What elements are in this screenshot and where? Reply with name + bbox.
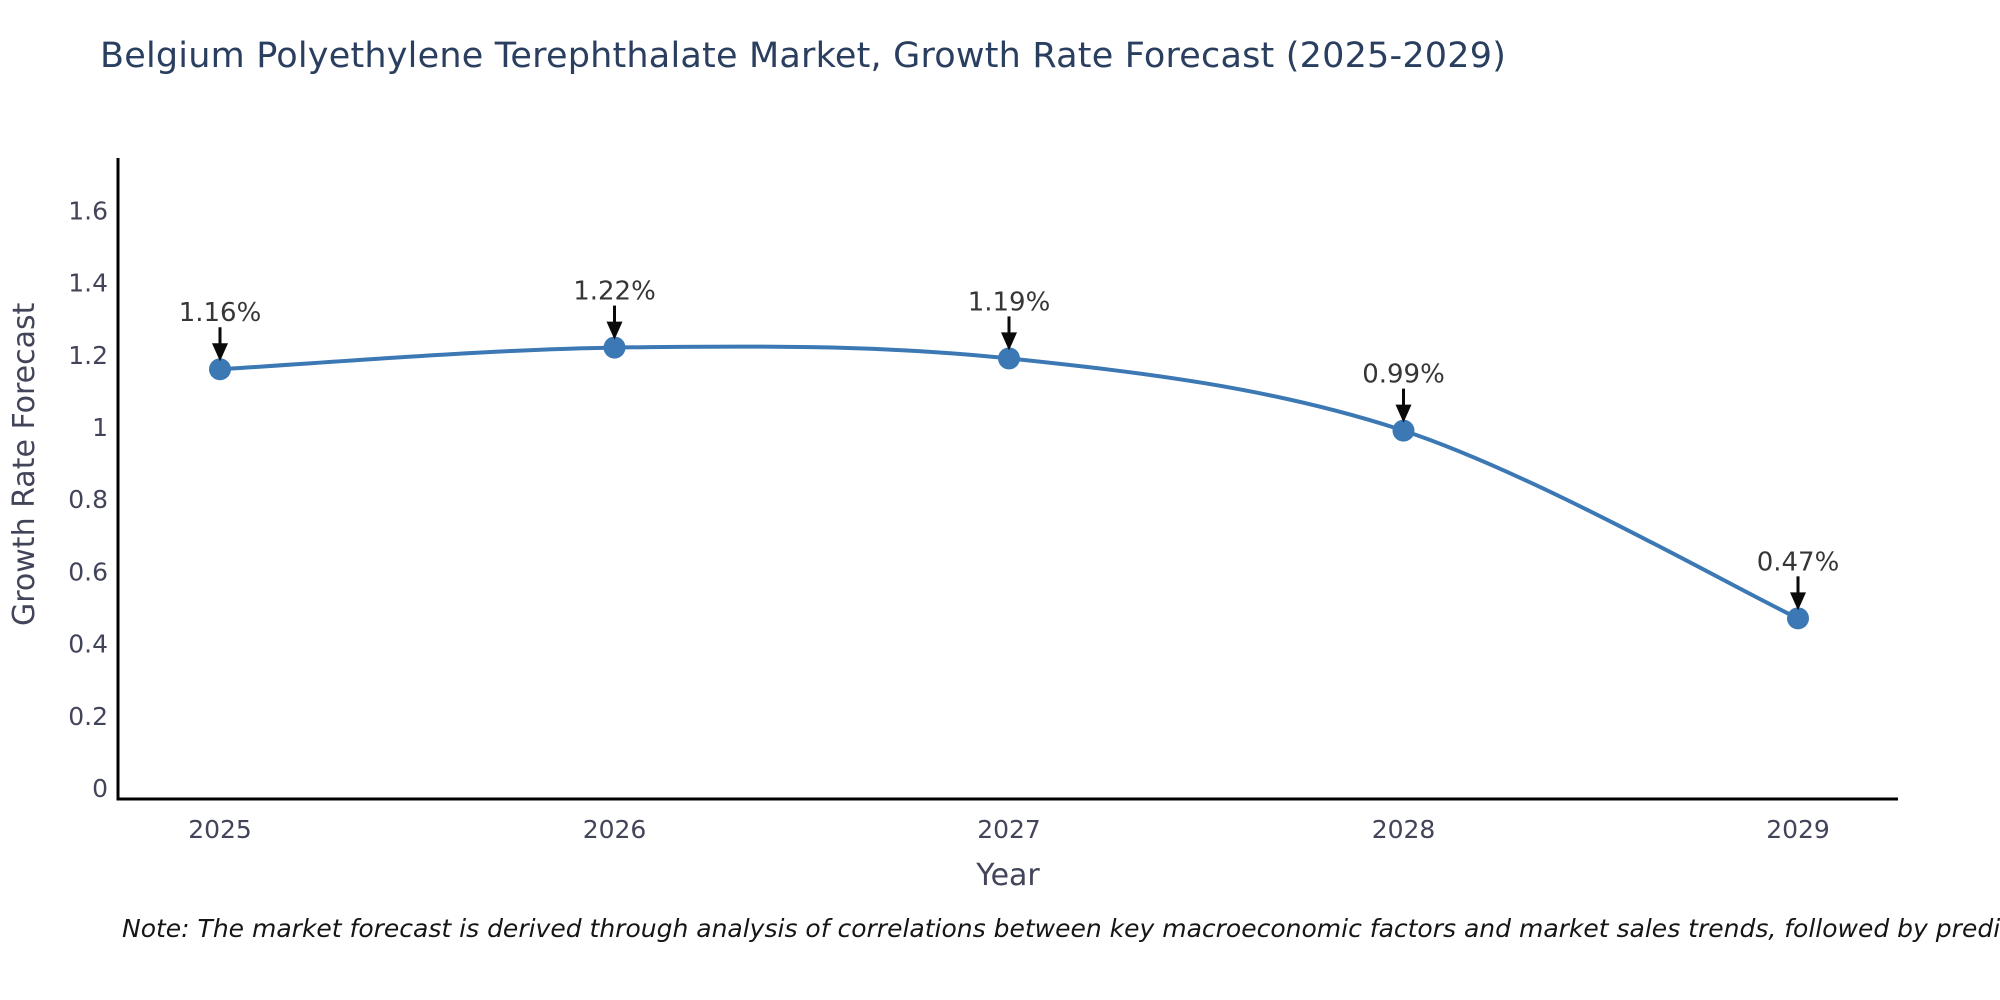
y-tick-label: 1.6 xyxy=(68,196,108,225)
annotation-arrowhead-icon xyxy=(1001,332,1017,351)
y-tick-label: 1 xyxy=(92,413,108,442)
chart-title: Belgium Polyethylene Terephthalate Marke… xyxy=(100,36,1507,76)
annotation-label-2025: 1.16% xyxy=(179,298,262,328)
data-point-2025[interactable] xyxy=(209,358,231,381)
line-series xyxy=(219,344,1799,621)
y-tick-label: 0.4 xyxy=(68,630,108,659)
data-point-2027[interactable] xyxy=(998,347,1020,370)
y-tick-label: 0 xyxy=(92,774,108,803)
x-tick-label: 2026 xyxy=(583,815,647,844)
annotation-arrowhead-icon xyxy=(606,321,623,340)
footnote: Note: The market forecast is derived thr… xyxy=(122,914,2000,943)
y-tick-label: 0.8 xyxy=(68,485,108,514)
y-tick-label: 0.2 xyxy=(68,702,108,731)
annotation-label-2026: 1.22% xyxy=(573,277,656,307)
x-axis-title: Year xyxy=(976,858,1040,893)
data-point-2029[interactable] xyxy=(1787,607,1809,630)
data-point-2026[interactable] xyxy=(603,336,626,359)
annotation-arrowhead-icon xyxy=(1790,592,1806,611)
y-axis-title: Growth Rate Forecast xyxy=(7,302,42,626)
annotation-arrowhead-icon xyxy=(212,343,228,362)
x-tick-label: 2027 xyxy=(977,815,1041,844)
y-tick-label: 1.2 xyxy=(68,341,108,370)
y-tick-label: 0.6 xyxy=(68,557,108,586)
y-tick-label: 1.4 xyxy=(68,269,108,298)
annotation-label-2028: 0.99% xyxy=(1362,360,1445,390)
x-tick-label: 2025 xyxy=(188,815,252,844)
annotation-arrowhead-icon xyxy=(1395,404,1412,423)
data-point-2028[interactable] xyxy=(1392,419,1415,442)
annotation-label-2029: 0.47% xyxy=(1757,547,1840,577)
x-tick-label: 2029 xyxy=(1766,815,1830,844)
x-tick-label: 2028 xyxy=(1372,815,1436,844)
annotation-label-2027: 1.19% xyxy=(968,287,1051,317)
